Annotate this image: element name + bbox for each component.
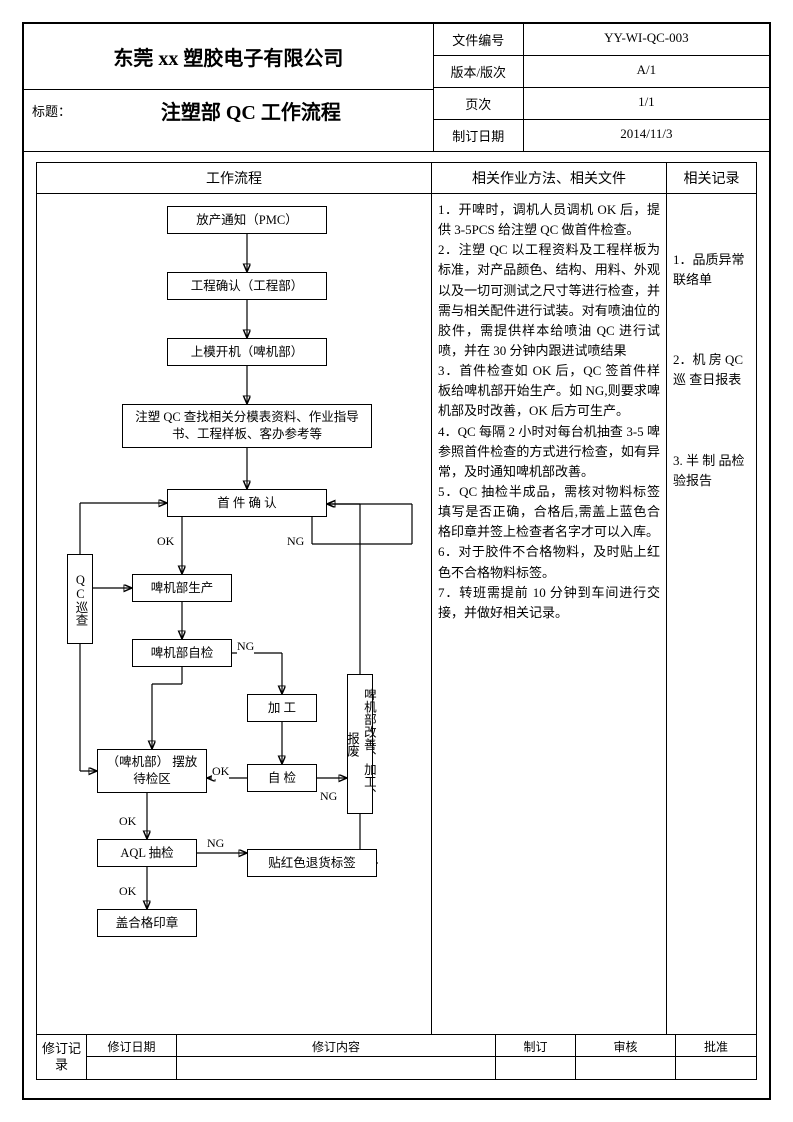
flow-node: （啤机部） 摆放待检区 bbox=[97, 749, 207, 793]
doc-no-label: 文件编号 bbox=[434, 24, 524, 55]
flow-node: 加 工 bbox=[247, 694, 317, 722]
col-method-header: 相关作业方法、相关文件 bbox=[432, 163, 667, 193]
flow-label: OK bbox=[212, 764, 229, 779]
revision-header-row: 修订日期 修订内容 制订 审核 批准 bbox=[87, 1035, 756, 1057]
flow-label: NG bbox=[207, 836, 224, 851]
flow-node: QC巡查 bbox=[67, 554, 93, 644]
page-value: 1/1 bbox=[524, 88, 769, 119]
col-flow-header: 工作流程 bbox=[37, 163, 432, 193]
revision-table: 修订记录 修订日期 修订内容 制订 审核 批准 bbox=[36, 1035, 757, 1080]
version-value: A/1 bbox=[524, 56, 769, 87]
method-area: 1．开啤时，调机人员调机 OK 后，提供 3-5PCS 给注塑 QC 做首件检查… bbox=[432, 194, 667, 1034]
table-header: 工作流程 相关作业方法、相关文件 相关记录 bbox=[37, 163, 756, 194]
flowchart-area: 放产通知（PMC） 工程确认（工程部） 上模开机（啤机部） 注塑 QC 查找相关分模表… bbox=[37, 194, 432, 1034]
record-area: 1．品质异常联络单 2．机 房 QC 巡 查日报表 3. 半 制 品检验报告 bbox=[667, 194, 756, 1034]
flow-node: 注塑 QC 查找相关分模表资料、作业指导书、工程样板、客办参考等 bbox=[122, 404, 372, 448]
flow-label: OK bbox=[119, 884, 136, 899]
body: 工作流程 相关作业方法、相关文件 相关记录 放产通知（PMC） 工程确认（工程部）… bbox=[24, 152, 769, 1086]
header-right: 文件编号YY-WI-QC-003 版本/版次A/1 页次1/1 制订日期2014… bbox=[434, 24, 769, 151]
flow-label: OK bbox=[119, 814, 136, 829]
flow-node: AQL 抽检 bbox=[97, 839, 197, 867]
flow-label: NG bbox=[320, 789, 337, 804]
flow-node: 自 检 bbox=[247, 764, 317, 792]
version-label: 版本/版次 bbox=[434, 56, 524, 87]
title-label: 标题： bbox=[32, 101, 77, 120]
flow-node: 贴红色退货标签 bbox=[247, 849, 377, 877]
company-name: 东莞 xx 塑胶电子有限公司 bbox=[24, 24, 433, 90]
table-body: 放产通知（PMC） 工程确认（工程部） 上模开机（啤机部） 注塑 QC 查找相关分模表… bbox=[37, 194, 756, 1034]
rev-make-header: 制订 bbox=[496, 1035, 576, 1056]
doc-no-value: YY-WI-QC-003 bbox=[524, 24, 769, 55]
record-item: 2．机 房 QC 巡 查日报表 bbox=[673, 350, 750, 390]
date-label: 制订日期 bbox=[434, 120, 524, 151]
method-paragraph: 7．转班需提前 10 分钟到车间进行交接，并做好相关记录。 bbox=[438, 583, 660, 623]
flow-label: OK bbox=[157, 534, 174, 549]
flow-node: 啤机部自检 bbox=[132, 639, 232, 667]
document-page: 东莞 xx 塑胶电子有限公司 标题： 注塑部 QC 工作流程 文件编号YY-WI… bbox=[22, 22, 771, 1100]
flow-node: 啤机部生产 bbox=[132, 574, 232, 602]
flow-label: NG bbox=[237, 639, 254, 654]
flow-node: 啤机部改善、加工、报废 bbox=[347, 674, 373, 814]
flow-node: 盖合格印章 bbox=[97, 909, 197, 937]
document-title: 注塑部 QC 工作流程 bbox=[77, 96, 425, 125]
method-paragraph: 2．注塑 QC 以工程资料及工程样板为标准，对产品颜色、结构、用料、外观以及一切… bbox=[438, 240, 660, 361]
title-row: 标题： 注塑部 QC 工作流程 bbox=[24, 90, 433, 131]
rev-content-header: 修订内容 bbox=[177, 1035, 496, 1056]
flow-label: NG bbox=[287, 534, 304, 549]
flow-node: 首 件 确 认 bbox=[167, 489, 327, 517]
col-record-header: 相关记录 bbox=[667, 163, 756, 193]
method-paragraph: 4．QC 每隔 2 小时对每台机抽查 3-5 啤参照首件检查的方式进行检查，如有… bbox=[438, 422, 660, 482]
header: 东莞 xx 塑胶电子有限公司 标题： 注塑部 QC 工作流程 文件编号YY-WI… bbox=[24, 24, 769, 152]
page-label: 页次 bbox=[434, 88, 524, 119]
main-table: 工作流程 相关作业方法、相关文件 相关记录 放产通知（PMC） 工程确认（工程部）… bbox=[36, 162, 757, 1035]
method-paragraph: 6．对于胶件不合格物料，及时贴上红色不合格物料标签。 bbox=[438, 542, 660, 582]
flow-node: 放产通知（PMC） bbox=[167, 206, 327, 234]
rev-approve-header: 批准 bbox=[676, 1035, 756, 1056]
header-left: 东莞 xx 塑胶电子有限公司 标题： 注塑部 QC 工作流程 bbox=[24, 24, 434, 151]
method-paragraph: 3．首件检查如 OK 后，QC 签首件样板给啤机部开始生产。如 NG,则要求啤机… bbox=[438, 361, 660, 421]
flow-node: 上模开机（啤机部） bbox=[167, 338, 327, 366]
flowchart-svg bbox=[37, 194, 432, 1034]
flow-node: 工程确认（工程部） bbox=[167, 272, 327, 300]
revision-row bbox=[87, 1057, 756, 1079]
revision-label: 修订记录 bbox=[37, 1035, 87, 1079]
record-item: 1．品质异常联络单 bbox=[673, 250, 750, 290]
method-paragraph: 5．QC 抽检半成品，需核对物料标签填写是否正确，合格后,需盖上蓝色合格印章并签… bbox=[438, 482, 660, 542]
rev-check-header: 审核 bbox=[576, 1035, 676, 1056]
date-value: 2014/11/3 bbox=[524, 120, 769, 151]
revision-body: 修订日期 修订内容 制订 审核 批准 bbox=[87, 1035, 756, 1079]
method-paragraph: 1．开啤时，调机人员调机 OK 后，提供 3-5PCS 给注塑 QC 做首件检查… bbox=[438, 200, 660, 240]
record-item: 3. 半 制 品检验报告 bbox=[673, 451, 750, 491]
rev-date-header: 修订日期 bbox=[87, 1035, 177, 1056]
